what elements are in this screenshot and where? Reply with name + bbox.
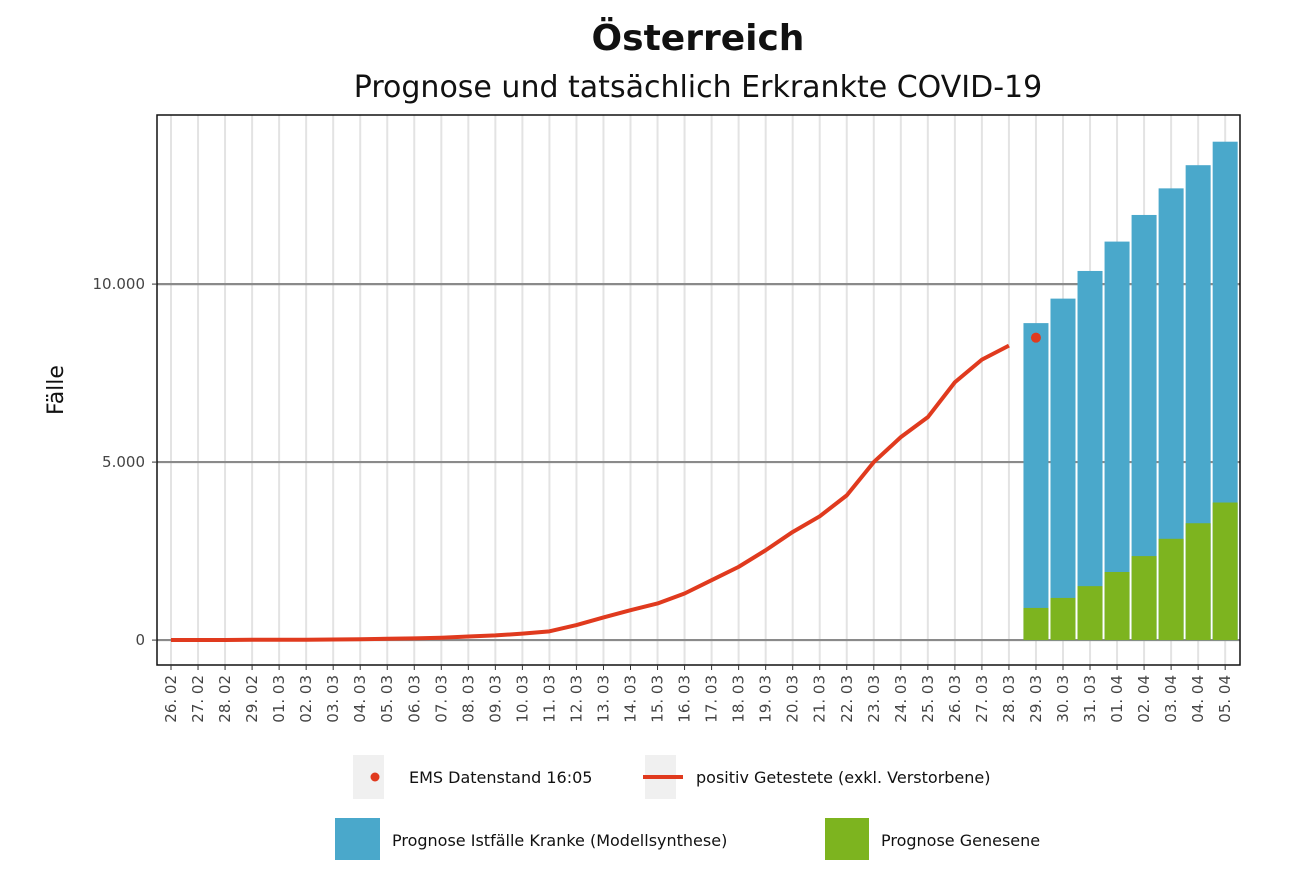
x-tick-label: 21. 03 bbox=[811, 675, 829, 723]
x-tick-label: 11. 03 bbox=[540, 675, 558, 723]
x-tick-label: 26. 02 bbox=[162, 675, 180, 723]
x-tick-label: 16. 03 bbox=[676, 675, 694, 723]
x-tick-label: 05. 04 bbox=[1216, 675, 1234, 723]
x-tick-label: 22. 03 bbox=[838, 675, 856, 723]
x-tick-label: 27. 03 bbox=[973, 675, 991, 723]
x-tick-label: 09. 03 bbox=[486, 675, 504, 723]
x-tick-label: 06. 03 bbox=[405, 675, 423, 723]
bar-kranke bbox=[1077, 270, 1103, 641]
x-tick-label: 12. 03 bbox=[567, 675, 585, 723]
chart-subtitle: Prognose und tatsächlich Erkrankte COVID… bbox=[354, 70, 1042, 105]
bar-kranke bbox=[1050, 298, 1076, 641]
x-tick-label: 14. 03 bbox=[622, 675, 640, 723]
y-tick-label: 10.000 bbox=[93, 275, 146, 293]
y-tick-label: 0 bbox=[135, 631, 145, 649]
legend-item-ems: EMS Datenstand 16:05 bbox=[353, 755, 592, 799]
bars bbox=[1023, 141, 1238, 641]
x-tick-label: 28. 02 bbox=[216, 675, 234, 723]
bar-genesene bbox=[1212, 502, 1238, 641]
legend-item-kranke: Prognose Istfälle Kranke (Modellsynthese… bbox=[335, 818, 727, 860]
legend-label-genesene: Prognose Genesene bbox=[881, 831, 1040, 850]
line-positiv-getestete bbox=[170, 343, 1010, 643]
legend-point-swatch bbox=[370, 772, 380, 782]
x-tick-label: 29. 03 bbox=[1027, 675, 1045, 723]
x-tick-label: 29. 02 bbox=[243, 675, 261, 723]
x-tick-label: 01. 03 bbox=[270, 675, 288, 723]
x-tick-label: 27. 02 bbox=[189, 675, 207, 723]
x-tick-label: 02. 04 bbox=[1135, 675, 1153, 723]
line-series bbox=[170, 332, 1041, 643]
legend-item-line: positiv Getestete (exkl. Verstorbene) bbox=[643, 755, 991, 799]
y-axis-label: Fälle bbox=[44, 365, 69, 415]
x-tick-label: 08. 03 bbox=[459, 675, 477, 723]
x-tick-label: 30. 03 bbox=[1054, 675, 1072, 723]
x-tick-label: 02. 03 bbox=[297, 675, 315, 723]
x-tick-label: 04. 04 bbox=[1189, 675, 1207, 723]
x-tick-label: 10. 03 bbox=[513, 675, 531, 723]
legend-green-swatch bbox=[825, 818, 869, 860]
x-tick-label: 28. 03 bbox=[1000, 675, 1018, 723]
bar-genesene bbox=[1050, 597, 1076, 641]
x-tick-label: 03. 03 bbox=[324, 675, 342, 723]
x-tick-label: 31. 03 bbox=[1081, 675, 1099, 723]
legend-label-line: positiv Getestete (exkl. Verstorbene) bbox=[696, 768, 991, 787]
x-tick-label: 23. 03 bbox=[865, 675, 883, 723]
x-tick-label: 17. 03 bbox=[703, 675, 721, 723]
x-tick-label: 18. 03 bbox=[730, 675, 748, 723]
x-tick-label: 19. 03 bbox=[757, 675, 775, 723]
x-tick-label: 07. 03 bbox=[432, 675, 450, 723]
x-tick-label: 03. 04 bbox=[1162, 675, 1180, 723]
x-tick-label: 13. 03 bbox=[594, 675, 612, 723]
x-tick-label: 24. 03 bbox=[892, 675, 910, 723]
bar-genesene bbox=[1131, 556, 1157, 641]
x-tick-label: 01. 04 bbox=[1108, 675, 1126, 723]
x-tick-label: 26. 03 bbox=[946, 675, 964, 723]
legend-blue-swatch bbox=[335, 818, 380, 860]
x-axis-ticks: 26. 02 27. 02 28. 02 29. 02 01. 03 02. 03 03. … bbox=[162, 665, 1234, 723]
bar-genesene bbox=[1158, 538, 1184, 641]
x-tick-label: 05. 03 bbox=[378, 675, 396, 723]
legend-label-kranke: Prognose Istfälle Kranke (Modellsynthese… bbox=[392, 831, 727, 850]
x-tick-label: 04. 03 bbox=[351, 675, 369, 723]
bar-genesene bbox=[1104, 571, 1130, 641]
legend: EMS Datenstand 16:05 positiv Getestete (… bbox=[335, 755, 1040, 860]
y-tick-label: 5.000 bbox=[102, 453, 145, 471]
bar-genesene bbox=[1077, 586, 1103, 641]
chart-title: Österreich bbox=[592, 17, 805, 59]
x-tick-label: 20. 03 bbox=[784, 675, 802, 723]
bar-genesene bbox=[1023, 607, 1049, 641]
plot-frame bbox=[156, 114, 1241, 666]
x-tick-label: 15. 03 bbox=[649, 675, 667, 723]
bar-genesene bbox=[1185, 523, 1211, 641]
x-tick-label: 25. 03 bbox=[919, 675, 937, 723]
bar-kranke bbox=[1023, 323, 1049, 641]
legend-label-ems: EMS Datenstand 16:05 bbox=[409, 768, 592, 787]
point-ems-datenstand bbox=[1030, 332, 1041, 343]
y-axis-ticks: 0 5.000 10.000 bbox=[93, 275, 157, 649]
legend-item-genesene: Prognose Genesene bbox=[825, 818, 1040, 860]
